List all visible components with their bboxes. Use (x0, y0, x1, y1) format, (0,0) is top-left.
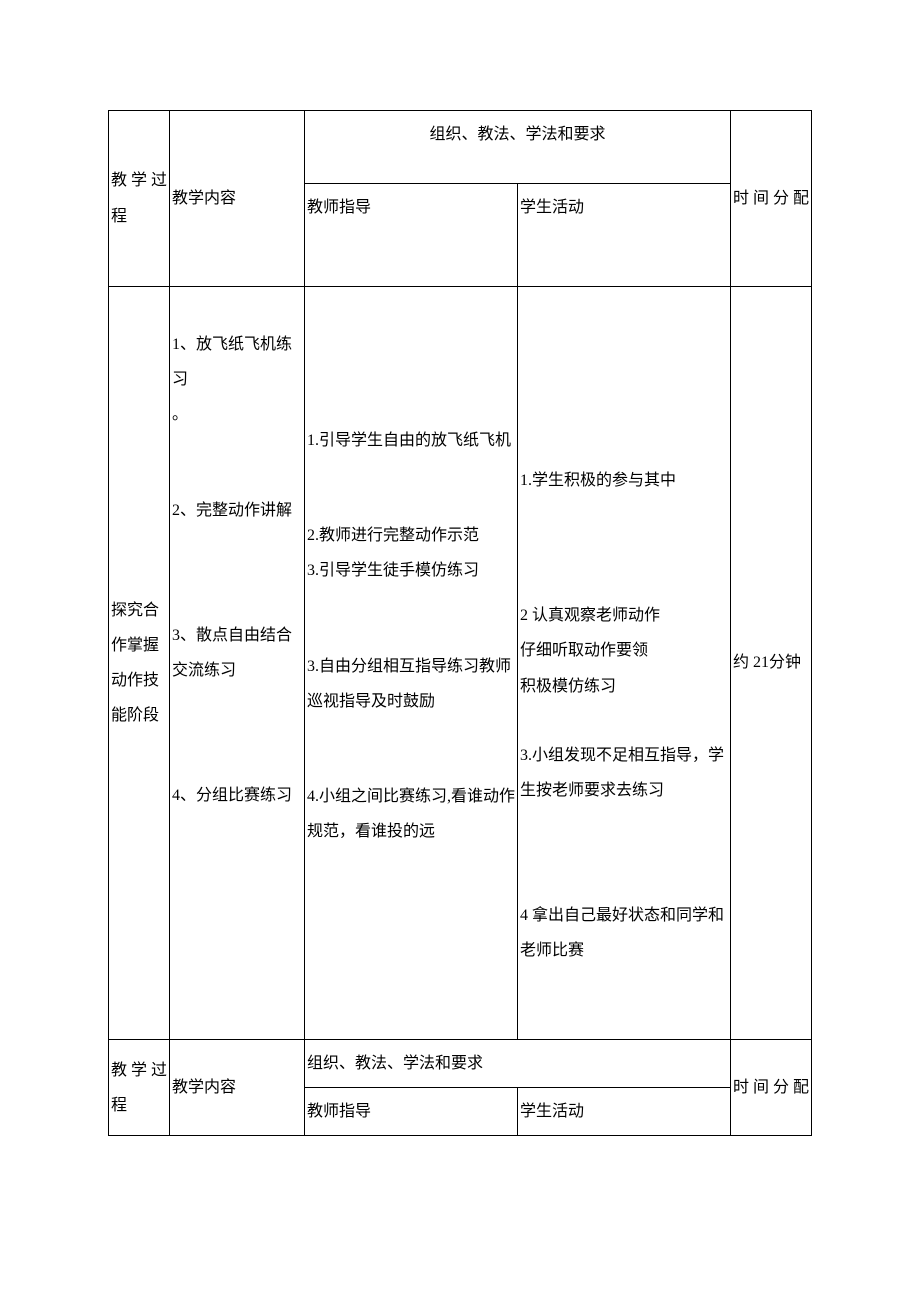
student-item-4: 4 拿出自己最好状态和同学和老师比赛 (520, 898, 728, 968)
header-content: 教学内容 (170, 111, 305, 287)
content-item-4: 4、分组比赛练习 (172, 778, 302, 813)
content-item-2: 2、完整动作讲解 (172, 493, 302, 528)
content-item-1-dot: 。 (172, 397, 302, 432)
body-stage: 探究合作掌握动作技能阶段 (109, 287, 170, 1040)
student-item-2c: 积极模仿练习 (520, 669, 728, 704)
teacher-item-2: 2.教师进行完整动作示范 (307, 518, 515, 553)
teacher-item-3: 3.引导学生徒手模仿练习 (307, 553, 515, 588)
header-stage: 教学过程 (109, 111, 170, 287)
header2-content: 教学内容 (170, 1040, 305, 1136)
header-time: 时间分配 (731, 111, 812, 287)
header2-stage: 教学过程 (109, 1040, 170, 1136)
teacher-item-5: 4.小组之间比赛练习,看谁动作规范，看谁投的远 (307, 779, 515, 849)
header2-teacher: 教师指导 (305, 1088, 518, 1136)
content-item-3: 3、散点自由结合交流练习 (172, 618, 302, 688)
header2-student: 学生活动 (518, 1088, 731, 1136)
header-teacher: 教师指导 (305, 184, 518, 287)
lesson-plan-table: 教学过程 教学内容 组织、教法、学法和要求 时间分配 教师指导 学生活动 探究合… (108, 110, 812, 1136)
body-student: 1.学生积极的参与其中 2 认真观察老师动作 仔细听取动作要领 积极模仿练习 3… (518, 287, 731, 1040)
student-item-2b: 仔细听取动作要领 (520, 633, 728, 668)
student-item-2: 2 认真观察老师动作 (520, 598, 728, 633)
student-item-3: 3.小组发现不足相互指导，学生按老师要求去练习 (520, 738, 728, 808)
header-methods: 组织、教法、学法和要求 (305, 111, 731, 184)
body-time: 约 21分钟 (731, 287, 812, 1040)
student-item-1: 1.学生积极的参与其中 (520, 463, 728, 498)
teacher-item-1: 1.引导学生自由的放飞纸飞机 (307, 423, 515, 458)
body-content: 1、放飞纸飞机练习 。 2、完整动作讲解 3、散点自由结合交流练习 4、分组比赛… (170, 287, 305, 1040)
content-item-1: 1、放飞纸飞机练习 (172, 327, 302, 397)
body-teacher: 1.引导学生自由的放飞纸飞机 2.教师进行完整动作示范 3.引导学生徒手模仿练习… (305, 287, 518, 1040)
teacher-item-4: 3.自由分组相互指导练习教师巡视指导及时鼓励 (307, 649, 515, 719)
stage-text: 探究合作掌握动作技能阶段 (111, 593, 167, 734)
header2-time: 时间分配 (731, 1040, 812, 1136)
header-student: 学生活动 (518, 184, 731, 287)
header2-methods: 组织、教法、学法和要求 (305, 1040, 731, 1088)
